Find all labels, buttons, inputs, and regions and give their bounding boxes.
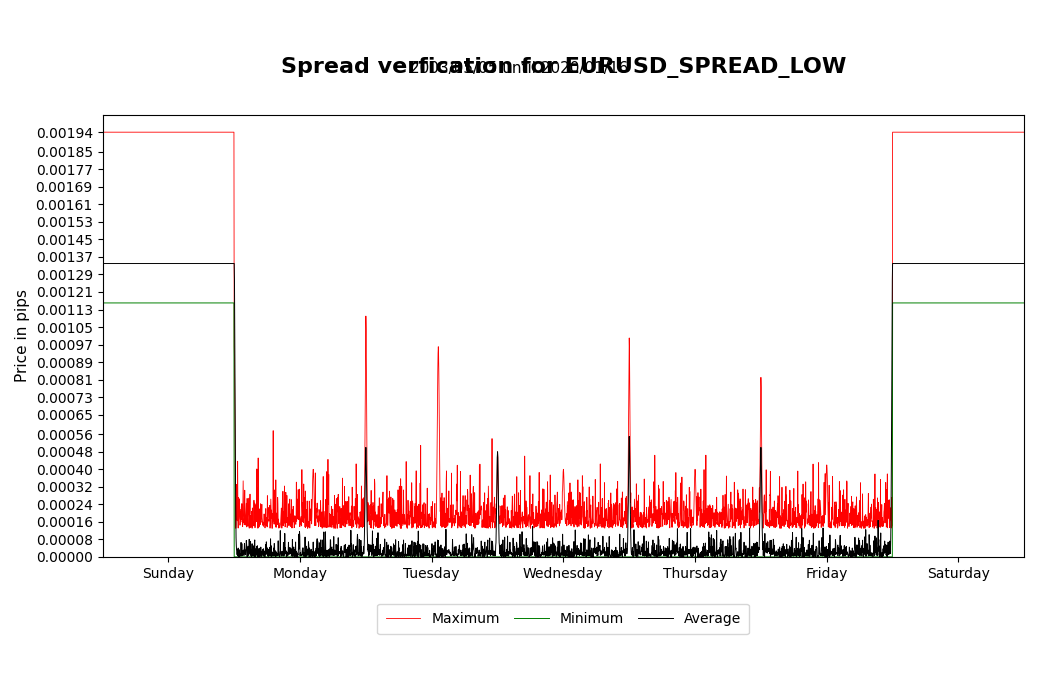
Minimum [97,299,109,307]
Average [97,259,109,267]
Minimum [947,299,959,307]
Maximum [531,518,543,526]
Average [430,552,443,560]
Maximum [947,128,959,136]
Average [531,538,543,547]
Maximum [682,513,694,522]
Maximum [410,524,423,533]
Minimum [1018,299,1031,307]
Line: Average: Average [103,263,1024,557]
Maximum [1018,128,1031,136]
Average [947,259,959,267]
Average [643,552,656,560]
Minimum [430,553,443,561]
Maximum [97,128,109,136]
Minimum [682,553,694,561]
Line: Minimum: Minimum [103,303,1024,557]
Text: 2003/05/05 until 2020/01/16: 2003/05/05 until 2020/01/16 [410,62,629,76]
Average [1018,259,1031,267]
Average [682,546,694,554]
Legend: Maximum, Minimum, Average: Maximum, Minimum, Average [377,603,749,634]
Maximum [430,519,443,528]
Y-axis label: Price in pips: Price in pips [15,289,30,382]
Maximum [643,491,656,500]
Average [289,552,301,561]
Minimum [643,553,656,561]
Minimum [228,553,240,561]
Line: Maximum: Maximum [103,132,1024,528]
Maximum [289,512,301,520]
Average [251,553,264,561]
Title: Spread verfication for EURUSD_SPREAD_LOW: Spread verfication for EURUSD_SPREAD_LOW [281,57,846,78]
Minimum [531,553,543,561]
Minimum [289,553,301,561]
